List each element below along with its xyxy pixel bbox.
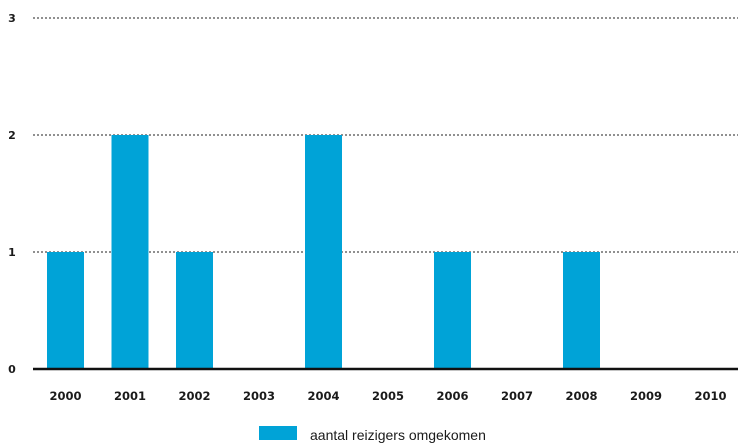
x-tick-label: 2006 <box>436 389 468 403</box>
x-tick-label: 2002 <box>178 389 210 403</box>
y-axis-tick-labels: 0 1 2 3 <box>8 12 16 376</box>
bar <box>434 252 471 369</box>
y-tick-label: 0 <box>8 363 16 376</box>
bar <box>176 252 213 369</box>
x-tick-label: 2003 <box>243 389 275 403</box>
x-tick-label: 2007 <box>501 389 533 403</box>
bar <box>563 252 600 369</box>
bar <box>111 135 149 369</box>
bar <box>47 252 84 369</box>
y-tick-label: 1 <box>8 246 16 259</box>
bar <box>305 135 342 369</box>
legend-swatch <box>259 426 297 440</box>
x-tick-label: 2001 <box>114 389 146 403</box>
x-tick-label: 2000 <box>49 389 81 403</box>
legend: aantal reizigers omgekomen <box>259 426 486 443</box>
x-axis-tick-labels: 2000 2001 2002 2003 2004 2005 2006 2007 2008 2009… <box>49 389 726 403</box>
x-tick-label: 2010 <box>694 389 726 403</box>
x-tick-label: 2008 <box>565 389 597 403</box>
bars <box>47 135 600 369</box>
gridlines <box>33 17 738 253</box>
x-tick-label: 2005 <box>372 389 404 403</box>
legend-label: aantal reizigers omgekomen <box>310 427 486 443</box>
x-tick-label: 2009 <box>630 389 662 403</box>
y-tick-label: 3 <box>8 12 16 25</box>
y-tick-label: 2 <box>8 129 16 142</box>
x-tick-label: 2004 <box>307 389 339 403</box>
